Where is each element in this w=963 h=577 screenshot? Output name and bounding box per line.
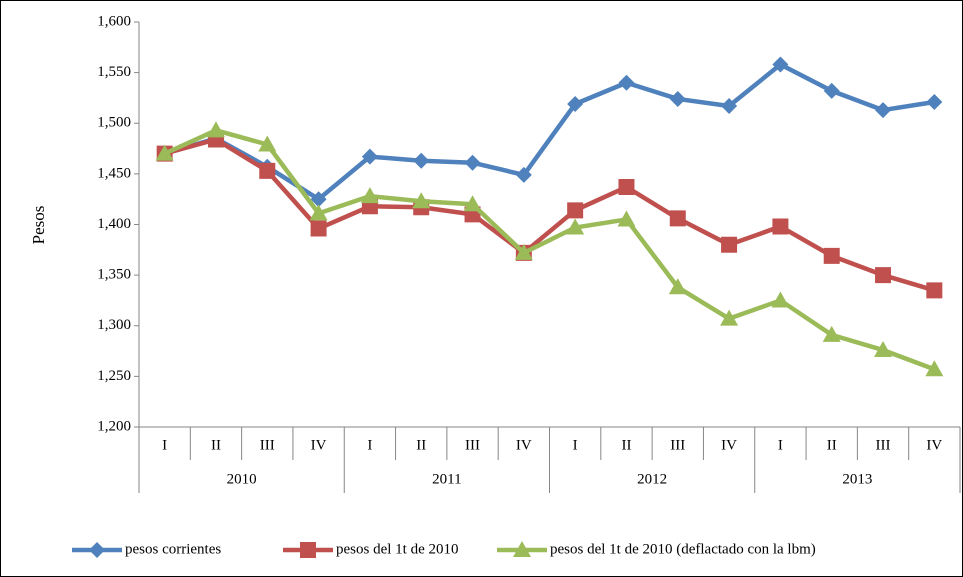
x-tick-label: IV bbox=[516, 437, 532, 453]
x-group-label: 2010 bbox=[227, 471, 257, 487]
y-tick-label: 1,600 bbox=[97, 13, 131, 29]
data-point bbox=[669, 90, 686, 107]
data-point bbox=[413, 152, 430, 169]
x-tick-label: III bbox=[465, 437, 480, 453]
data-point bbox=[926, 93, 943, 110]
series-line bbox=[163, 128, 936, 372]
legend-marker bbox=[513, 541, 531, 557]
x-tick-label: III bbox=[876, 437, 891, 453]
data-point bbox=[772, 218, 789, 235]
data-point bbox=[926, 282, 943, 299]
data-point bbox=[618, 179, 635, 196]
y-tick-label: 1,550 bbox=[97, 64, 131, 80]
x-group-label: 2012 bbox=[637, 471, 667, 487]
data-point bbox=[258, 135, 277, 152]
data-point bbox=[309, 204, 328, 221]
data-point bbox=[515, 166, 532, 183]
data-point bbox=[925, 360, 944, 377]
x-tick-label: II bbox=[621, 437, 631, 453]
data-point bbox=[567, 96, 584, 113]
data-point bbox=[412, 192, 431, 209]
data-point bbox=[875, 102, 892, 119]
x-tick-label: IV bbox=[721, 437, 737, 453]
legend-label: pesos corrientes bbox=[125, 541, 221, 557]
x-tick-label: II bbox=[211, 437, 221, 453]
x-tick-label: II bbox=[827, 437, 837, 453]
x-tick-label: I bbox=[162, 437, 167, 453]
y-tick-label: 1,500 bbox=[97, 115, 131, 131]
y-axis-label: Pesos bbox=[29, 206, 48, 245]
data-point bbox=[874, 341, 893, 358]
y-tick-label: 1,350 bbox=[97, 267, 131, 283]
data-point bbox=[259, 162, 276, 179]
y-tick-label: 1,450 bbox=[97, 165, 131, 181]
data-point bbox=[618, 74, 635, 91]
x-tick-label: III bbox=[670, 437, 685, 453]
data-point bbox=[669, 210, 686, 227]
series-line bbox=[164, 137, 935, 293]
data-point bbox=[721, 98, 738, 115]
data-point bbox=[668, 278, 687, 295]
data-point bbox=[823, 247, 840, 264]
data-point bbox=[463, 195, 482, 212]
data-point bbox=[567, 202, 584, 219]
data-point bbox=[464, 154, 481, 171]
legend-marker bbox=[89, 542, 105, 558]
y-tick-label: 1,400 bbox=[97, 216, 131, 232]
y-tick-label: 1,200 bbox=[97, 418, 131, 434]
x-tick-label: IV bbox=[926, 437, 942, 453]
x-tick-label: III bbox=[260, 437, 275, 453]
data-point bbox=[206, 121, 225, 138]
data-point bbox=[823, 82, 840, 99]
legend-marker bbox=[300, 542, 316, 558]
data-point bbox=[566, 218, 585, 235]
data-point bbox=[360, 187, 379, 204]
data-point bbox=[514, 243, 533, 260]
data-point bbox=[617, 210, 636, 227]
legend-label: pesos del 1t de 2010 (deflactado con la … bbox=[550, 541, 816, 557]
data-point bbox=[822, 325, 841, 342]
data-point bbox=[721, 236, 738, 253]
x-tick-label: I bbox=[573, 437, 578, 453]
x-tick-label: I bbox=[367, 437, 372, 453]
data-point bbox=[875, 267, 892, 284]
data-point bbox=[310, 220, 327, 237]
y-tick-label: 1,250 bbox=[97, 368, 131, 384]
data-point bbox=[771, 291, 790, 308]
data-point bbox=[361, 148, 378, 165]
y-tick-label: 1,300 bbox=[97, 317, 131, 333]
x-tick-label: I bbox=[778, 437, 783, 453]
data-point bbox=[772, 56, 789, 73]
data-point bbox=[155, 144, 174, 161]
legend-label: pesos del 1t de 2010 bbox=[336, 541, 458, 557]
x-tick-label: IV bbox=[311, 437, 327, 453]
x-group-label: 2011 bbox=[432, 471, 461, 487]
series-line bbox=[164, 62, 935, 202]
x-group-label: 2013 bbox=[842, 471, 872, 487]
data-point bbox=[720, 309, 739, 326]
x-tick-label: II bbox=[416, 437, 426, 453]
data-point bbox=[310, 191, 327, 208]
